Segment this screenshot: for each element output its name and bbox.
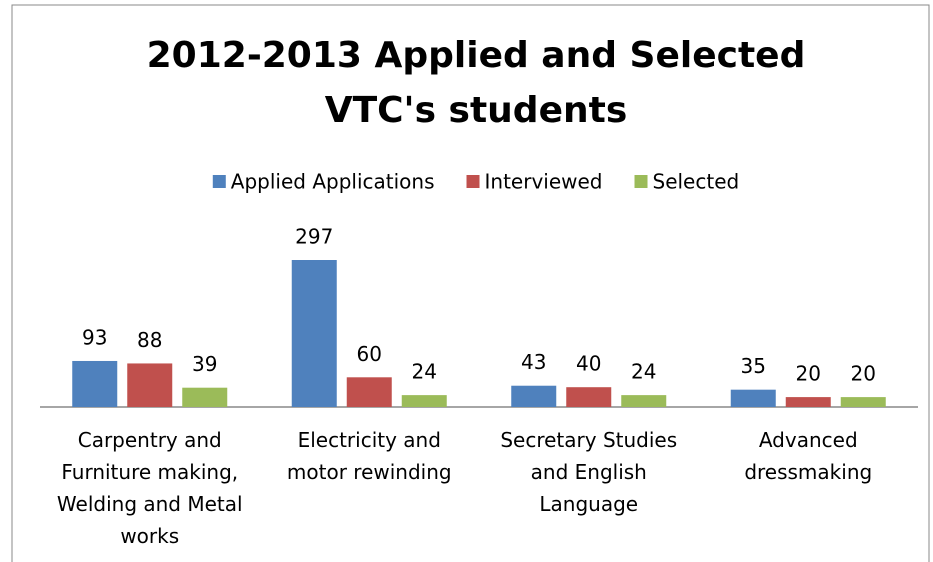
bar xyxy=(182,387,228,407)
data-label: 88 xyxy=(137,328,162,352)
data-label: 20 xyxy=(851,362,876,386)
bar xyxy=(346,377,392,407)
chart-subtitle: VTC's students xyxy=(325,90,628,131)
legend-swatch xyxy=(212,175,226,188)
data-label: 24 xyxy=(631,360,656,384)
data-label: 20 xyxy=(796,362,821,386)
x-tick-label: Electricity and motor rewinding xyxy=(286,428,452,484)
data-label: 39 xyxy=(192,352,217,376)
x-tick-label: Advanced dressmaking xyxy=(744,428,873,484)
bar xyxy=(291,260,337,407)
data-label: 24 xyxy=(412,360,437,384)
chart-title: 2012-2013 Applied and Selected xyxy=(147,35,806,76)
bar xyxy=(840,397,886,407)
legend-label: Interviewed xyxy=(485,170,603,194)
data-label: 297 xyxy=(295,225,333,249)
bar xyxy=(72,360,118,407)
data-label: 43 xyxy=(521,350,546,374)
bar xyxy=(127,363,173,407)
data-label: 35 xyxy=(741,354,766,378)
bar xyxy=(566,387,612,407)
bar xyxy=(730,389,776,407)
bar xyxy=(511,385,557,407)
x-tick-label: Secretary Studies and English Language xyxy=(500,428,678,516)
bar xyxy=(401,395,447,407)
bar xyxy=(785,397,831,407)
x-tick-label: Carpentry and Furniture making, Welding … xyxy=(56,428,243,548)
bar xyxy=(621,395,667,407)
data-label: 60 xyxy=(357,342,382,366)
legend-swatch xyxy=(466,175,480,188)
chart-frame xyxy=(11,4,930,562)
legend-swatch xyxy=(634,175,648,188)
data-label: 40 xyxy=(576,352,601,376)
data-label: 93 xyxy=(82,325,107,349)
legend-label: Applied Applications xyxy=(231,170,435,194)
legend-label: Selected xyxy=(653,170,740,194)
